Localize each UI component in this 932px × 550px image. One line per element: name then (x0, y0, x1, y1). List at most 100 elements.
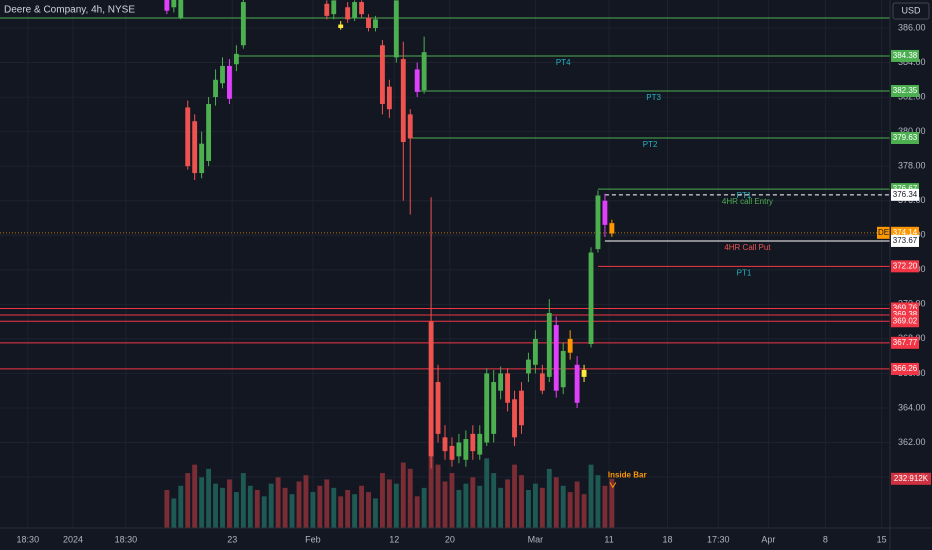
volume-bar (331, 487, 337, 528)
price-label-box (891, 49, 919, 62)
x-tick-label: Feb (305, 534, 321, 544)
x-tick-label: 17:30 (707, 534, 730, 544)
level-text: 4HR Call Put (724, 243, 771, 252)
candle-body (477, 433, 483, 455)
candle-body (171, 0, 177, 8)
volume-bar (602, 485, 608, 528)
volume-bar (310, 492, 316, 528)
candle-body (386, 86, 392, 110)
volume-bar (526, 489, 531, 528)
price-label-box (891, 315, 919, 328)
level-text: PT4 (556, 58, 571, 67)
price-label-box (891, 260, 919, 273)
candle-body (164, 0, 170, 11)
volume-bar (477, 485, 483, 528)
volume-bar (442, 481, 448, 528)
candle-body (206, 103, 212, 161)
annotation: Inside Bar (608, 470, 647, 479)
candle-body (449, 445, 455, 460)
volume-bar (386, 479, 392, 528)
candle-body (199, 143, 205, 174)
price-label-box (891, 85, 919, 98)
volume-bar (247, 485, 253, 528)
axes: 360.00362.00364.00366.00368.00370.00372.… (17, 22, 931, 544)
volume-bar (470, 477, 476, 528)
volume-bar (456, 489, 462, 528)
price-label: 367.77 (893, 338, 918, 347)
volume-bar (164, 489, 170, 528)
volume-bar (546, 468, 552, 528)
candle-body (421, 52, 427, 91)
volume-bar (345, 489, 351, 528)
volume-bar (233, 492, 239, 528)
volume-bar (373, 498, 378, 528)
candle-body (213, 79, 218, 98)
volume-bar (567, 492, 573, 528)
price-label: 376.67 (893, 184, 918, 193)
volume-bar (532, 483, 538, 528)
x-tick-label: 12 (389, 534, 399, 544)
candle-body (539, 373, 545, 391)
volume-bar (435, 464, 441, 528)
candle-body (366, 17, 371, 28)
candles: Inside Bar (164, 0, 647, 489)
level-text: PT1 (737, 191, 752, 200)
volume-bar (199, 477, 205, 528)
volume-bar (498, 487, 504, 528)
volume-bar (352, 494, 358, 528)
volume-bar (296, 481, 302, 528)
volume-bar (178, 485, 184, 528)
volume-bar (574, 481, 580, 528)
volume-bar (359, 485, 364, 528)
candle-body (581, 369, 587, 377)
volume-bar (227, 479, 232, 528)
x-tick-label: 2024 (63, 534, 83, 544)
price-label: 374.14 (893, 228, 918, 237)
volume-bar (491, 473, 497, 528)
candle-body (505, 373, 511, 403)
volume-bar (581, 494, 587, 528)
chart-title: Deere & Company, 4h, NYSE (4, 5, 135, 16)
candle-body (178, 0, 184, 18)
volume-bar (595, 475, 601, 528)
candle-body (532, 338, 538, 365)
y-tick-label: 364.00 (898, 402, 926, 412)
candle-body (574, 364, 580, 403)
volume-bar (338, 496, 344, 528)
price-label: 369.38 (893, 310, 918, 319)
candle-body (553, 325, 559, 391)
candle-body (435, 382, 441, 434)
volume-label-box (891, 472, 931, 485)
volume-bar (560, 485, 566, 528)
x-tick-label: 18 (662, 534, 672, 544)
volume-bar (206, 468, 212, 528)
volume-bar (289, 494, 295, 528)
volume-bar (400, 462, 406, 528)
candle-body (609, 223, 615, 234)
y-tick-label: 378.00 (898, 161, 926, 171)
x-tick-label: 18:30 (115, 534, 138, 544)
price-label-box (891, 132, 919, 145)
candle-body (602, 200, 608, 225)
volume-bar (505, 479, 511, 528)
candle-body (227, 65, 232, 99)
price-label: 384.38 (893, 51, 918, 60)
volume-bar (185, 473, 191, 528)
candle-body (414, 69, 420, 92)
y-tick-label: 362.00 (898, 437, 926, 447)
candle-body (185, 107, 191, 167)
volume-bar (428, 409, 434, 528)
volume-bar (609, 478, 615, 528)
candle-body (428, 321, 434, 457)
volume-bar (553, 477, 559, 528)
x-tick-label: 20 (445, 534, 455, 544)
candle-body (373, 19, 378, 28)
candle-body (359, 2, 364, 15)
volume-bar (317, 485, 323, 528)
currency-box (892, 2, 930, 20)
volume-bar (366, 492, 371, 528)
candle-body (407, 114, 413, 139)
price-label: 382.35 (893, 86, 918, 95)
